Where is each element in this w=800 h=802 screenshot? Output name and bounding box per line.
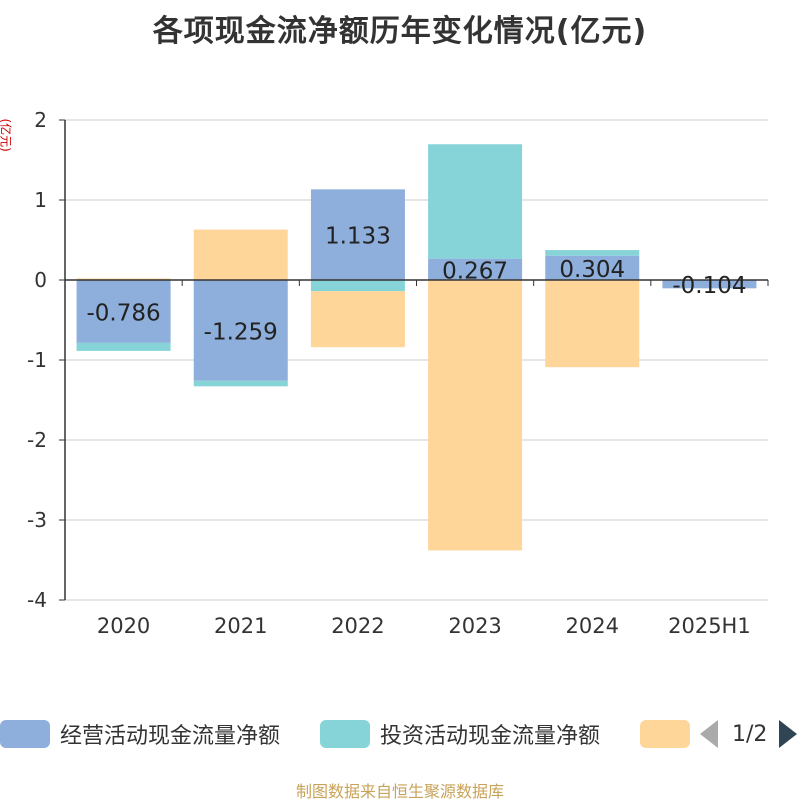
data-label: -0.104 [672,273,746,299]
legend-pager: 1/2 [700,716,798,752]
x-tick-label: 2025H1 [668,614,751,638]
x-tick-label: 2020 [97,614,150,638]
bar-1-2024 [545,255,640,280]
x-tick-label: 2024 [566,614,619,638]
y-axis-title: (亿元) [0,118,13,152]
bar-2-2024 [545,250,640,256]
bar-3-2021 [193,229,288,280]
legend-next-page-icon[interactable] [779,720,798,748]
y-tick-label: 2 [34,108,47,132]
bar-3-2020 [76,278,171,280]
data-source-note: 制图数据来自恒生聚源数据库 [295,782,504,801]
x-tick-label: 2021 [214,614,267,638]
legend: 经营活动现金流量净额 投资活动现金流量净额 1/2 [0,716,800,752]
bar-2-2021 [193,380,288,387]
legend-swatch-operating [0,720,50,748]
legend-label-operating: 经营活动现金流量净额 [60,724,281,749]
bar-2-2020 [76,342,171,351]
legend-swatch-financing [640,720,690,748]
data-label: -0.786 [87,300,161,326]
legend-prev-page-icon[interactable] [700,720,718,748]
bar-3-2022 [310,291,405,348]
bar-1-2022 [310,189,405,280]
legend-label-investing: 投资活动现金流量净额 [380,724,601,749]
bar-2-2023 [428,144,523,259]
data-label: 0.267 [442,258,508,284]
chart-title: 各项现金流净额历年变化情况(亿元) [152,14,648,49]
bar-3-2023 [428,280,523,551]
y-tick-label: 0 [34,268,47,292]
data-label: 1.133 [325,224,391,250]
y-tick-label: -3 [27,508,47,532]
bar-1-2023 [428,258,523,280]
legend-item-investing[interactable]: 投资活动现金流量净额 [320,716,600,752]
y-tick-label: -2 [27,428,47,452]
x-tick-label: 2022 [331,614,384,638]
cash-flow-chart: 2 1 0 -1 -2 -3 -4 2020 2021 2022 2023 2024 2025H1 -0.… [27,108,769,638]
y-tick-label: -1 [27,348,47,372]
data-label: 0.304 [559,257,625,283]
bar-1-2020 [76,280,171,343]
legend-page-indicator: 1/2 [732,721,768,747]
bar-2-2022 [310,280,405,292]
y-tick-label: 1 [34,188,47,212]
bar-1-2021 [193,280,288,381]
legend-item-operating[interactable]: 经营活动现金流量净额 [0,716,280,752]
x-tick-label: 2023 [448,614,501,638]
legend-swatch-investing [320,720,370,748]
data-label: -1.259 [204,319,278,345]
legend-item-financing[interactable] [640,716,700,752]
y-tick-label: -4 [27,588,47,612]
bar-3-2024 [545,280,640,368]
bar-1-2025H1 [662,280,757,289]
